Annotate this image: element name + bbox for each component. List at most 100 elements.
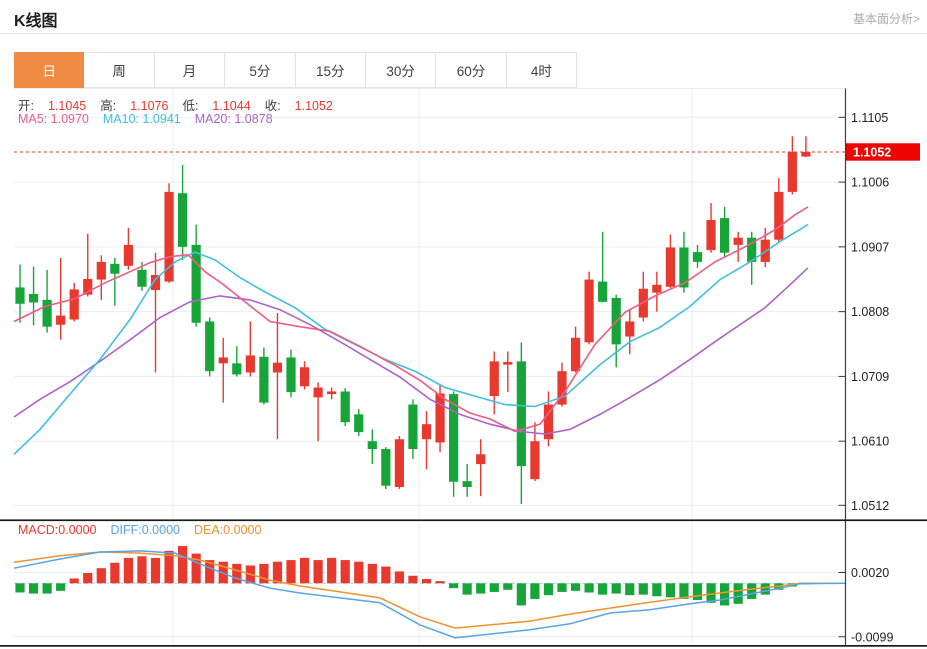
macd-bar xyxy=(150,557,161,584)
dea-line xyxy=(13,551,845,629)
interval-tabs: 日周月 5分 15分 30分 60分 4时 xyxy=(14,52,578,88)
macd-bar xyxy=(354,561,364,584)
candle xyxy=(178,193,188,247)
candle xyxy=(747,237,757,262)
ma20-readout: MA20: 1.0878 xyxy=(194,112,273,126)
macd-bar xyxy=(435,581,445,584)
macd-bar xyxy=(286,560,296,584)
low-value: 1.1044 xyxy=(212,99,251,113)
macd-bar xyxy=(164,550,174,584)
macd-bar xyxy=(489,583,499,592)
candle xyxy=(557,371,567,405)
y-axis-label: 1.1006 xyxy=(851,176,889,190)
macd-bar xyxy=(96,568,106,584)
macd-value: MACD:0.0000 xyxy=(18,523,97,537)
macd-bar xyxy=(720,583,730,606)
macd-bar xyxy=(733,583,743,604)
macd-bar xyxy=(611,583,621,594)
macd-bar xyxy=(42,583,52,594)
ohlc-readout: 开: 1.1045 高: 1.1076 低: 1.1044 收: 1.1052 xyxy=(18,95,347,114)
macd-bar xyxy=(15,583,25,593)
macd-bar xyxy=(706,583,716,603)
tab-4时[interactable]: 4时 xyxy=(506,52,578,88)
y-axis-label: 1.1105 xyxy=(851,111,888,125)
kline-chart[interactable]: 1.1105 1.1006 1.0907 1.0808 1.0709 1.0610 1.05… xyxy=(0,88,927,649)
open-label: 开: xyxy=(18,99,34,113)
candle xyxy=(96,261,106,280)
macd-bar xyxy=(760,583,770,595)
candle xyxy=(706,220,716,251)
tab-60分[interactable]: 60分 xyxy=(436,52,507,88)
macd-bar xyxy=(652,583,662,597)
current-price-label: 1.1052 xyxy=(853,145,891,159)
macd-bar xyxy=(327,557,337,584)
macd-bar xyxy=(530,583,540,599)
candle xyxy=(164,191,174,282)
candle xyxy=(299,367,310,387)
candle xyxy=(340,391,350,423)
candle xyxy=(476,454,486,465)
candle xyxy=(69,289,79,320)
macd-bar xyxy=(340,560,350,584)
diff-value: DIFF:0.0000 xyxy=(110,523,180,537)
low-label: 低: xyxy=(182,99,199,113)
tab-15分[interactable]: 15分 xyxy=(295,52,366,88)
candle xyxy=(15,287,25,304)
candle xyxy=(286,357,296,393)
candle xyxy=(394,439,404,488)
candle xyxy=(733,237,743,245)
candle xyxy=(801,151,811,157)
macd-bar xyxy=(394,571,404,584)
candle xyxy=(665,247,675,287)
candle xyxy=(598,281,608,302)
y-axis-label: 1.0512 xyxy=(851,499,889,513)
close-label: 收: xyxy=(264,99,281,113)
candle xyxy=(205,321,215,372)
page-title: K线图 xyxy=(14,13,58,30)
candle xyxy=(272,362,283,373)
macd-bar xyxy=(272,561,283,584)
macd-bar xyxy=(679,583,689,599)
candle xyxy=(679,247,689,288)
candle xyxy=(110,263,120,274)
candle xyxy=(584,279,594,343)
tab-5分[interactable]: 5分 xyxy=(225,52,296,88)
candle xyxy=(191,244,201,323)
macd-bar xyxy=(747,583,757,599)
tab-日[interactable]: 日 xyxy=(14,52,85,88)
candle xyxy=(232,363,242,375)
tab-30分[interactable]: 30分 xyxy=(365,52,437,88)
candle xyxy=(245,355,255,373)
macd-bar xyxy=(110,562,120,584)
candle xyxy=(83,278,93,295)
candle xyxy=(327,391,337,395)
ma10-readout: MA10: 1.0941 xyxy=(102,112,181,126)
candle xyxy=(354,414,364,433)
y-axis-label: 1.0709 xyxy=(851,370,889,384)
candle xyxy=(516,361,526,467)
tab-周[interactable]: 周 xyxy=(84,52,155,88)
macd-bar xyxy=(408,575,418,584)
macd-bar xyxy=(584,583,594,593)
close-value: 1.1052 xyxy=(294,99,333,113)
tab-月[interactable]: 月 xyxy=(154,52,226,88)
candle xyxy=(435,393,445,443)
candle xyxy=(381,449,391,486)
macd-bar xyxy=(123,557,133,584)
high-value: 1.1076 xyxy=(130,99,169,113)
macd-bar xyxy=(137,556,147,584)
macd-bar xyxy=(367,563,377,584)
y-axis-label: 1.0907 xyxy=(851,240,889,254)
fundamental-analysis-link[interactable]: 基本面分析> xyxy=(852,12,920,26)
macd-bar xyxy=(178,546,188,584)
macd-axis-label: 0.0020 xyxy=(851,566,889,580)
candle xyxy=(259,356,269,403)
y-axis-label: 1.0808 xyxy=(851,305,889,319)
candle xyxy=(408,404,418,450)
candle xyxy=(625,321,635,337)
candle xyxy=(449,394,459,482)
y-axis-label: 1.0610 xyxy=(851,435,889,449)
macd-bar xyxy=(638,583,648,595)
candle xyxy=(774,191,784,240)
current-price-tag xyxy=(846,143,920,161)
